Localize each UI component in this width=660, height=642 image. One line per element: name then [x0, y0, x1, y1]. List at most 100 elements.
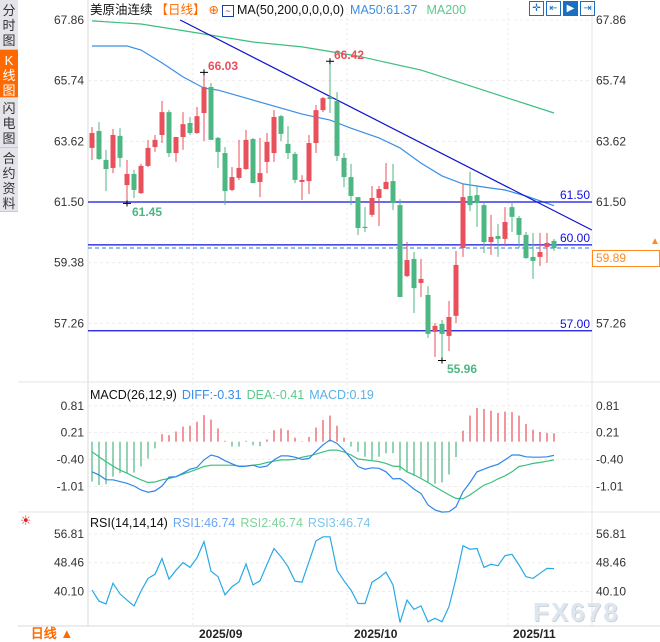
candle-body [222, 153, 228, 192]
low-annotation: 61.45 [132, 205, 163, 219]
candle-body [313, 110, 319, 144]
candle-body [439, 323, 445, 334]
tab-kline[interactable]: K 线 图 [0, 50, 18, 98]
price-tick-right: 61.50 [596, 195, 626, 209]
candle-body [145, 147, 151, 166]
level-label: 57.00 [559, 317, 590, 331]
tab-label: 图 [2, 33, 16, 48]
level-label: 61.50 [559, 188, 590, 202]
candle-body [502, 222, 508, 239]
candle-body [152, 139, 158, 148]
candle-body [103, 159, 109, 170]
candle-body [110, 135, 116, 168]
candle-body [166, 112, 172, 154]
extreme-marker-icon [123, 200, 131, 207]
add-indicator-icon[interactable]: ⊕ [208, 3, 220, 17]
candle-body [544, 242, 550, 247]
candle-body [467, 195, 473, 206]
diff-value: DIFF:-0.31 [181, 388, 242, 402]
candle-body [257, 173, 263, 182]
candle-body [390, 181, 396, 204]
settings-sun-icon[interactable]: ☀ [20, 513, 32, 528]
price-tick-left: 61.50 [54, 195, 84, 209]
tab-label: 约 [2, 166, 16, 181]
zoom-fit-icon[interactable]: ⇤ [546, 1, 561, 16]
macd-tick-right: 0.21 [596, 425, 620, 439]
price-tick-left: 65.74 [54, 74, 84, 88]
date-tick: 2025/10 [354, 627, 398, 641]
tab-flash[interactable]: 闪 电 图 [0, 98, 18, 148]
rsi-title: RSI(14,14,14) [90, 516, 168, 530]
macd-value: MACD:0.19 [309, 388, 374, 402]
candle-body [551, 240, 557, 249]
trendline [179, 19, 593, 231]
macd-tick-left: 0.21 [61, 425, 85, 439]
tab-label: 资 [2, 181, 16, 196]
price-tick-left: 67.86 [54, 13, 84, 27]
tab-contract-info[interactable]: 合 约 资 料 [0, 148, 18, 212]
candle-body [173, 137, 179, 154]
extreme-marker-icon [326, 58, 334, 65]
candle-body [285, 143, 291, 154]
candle-body [271, 116, 277, 154]
rsi-legend: RSI(14,14,14) RSI1:46.74 RSI2:46.74 RSI3… [90, 516, 370, 531]
triangle-up-icon: ▲ [60, 626, 74, 641]
candle-body [250, 139, 256, 184]
extreme-marker-icon [438, 357, 446, 364]
period-switch-label: 日线 [30, 626, 57, 641]
candle-body [320, 98, 326, 111]
candle-body [229, 177, 235, 190]
candle-body [138, 165, 144, 194]
chart-step-icon[interactable]: ▶ [563, 1, 578, 16]
tab-label: 分 [2, 3, 16, 18]
macd-tick-right: -1.01 [596, 479, 624, 493]
tab-label: 时 [2, 18, 16, 33]
price-tick-left: 59.38 [54, 256, 84, 270]
macd-tick-right: 0.81 [596, 399, 620, 413]
period-label[interactable]: 【日线】 [155, 3, 206, 17]
candle-body [278, 116, 284, 134]
candle-body [530, 256, 536, 261]
candle-body [432, 325, 438, 332]
price-tick-left: 63.62 [54, 134, 84, 148]
ma-params[interactable]: MA(50,200,0,0,0,0) [237, 3, 345, 17]
price-tick-left: 57.26 [54, 316, 84, 330]
candle-body [369, 197, 375, 215]
dea-line [91, 449, 555, 500]
rsi-tick-left: 56.81 [54, 527, 84, 541]
move-right-icon[interactable]: ⇥ [580, 1, 595, 16]
candle-body [334, 100, 340, 156]
tab-label: 线 [2, 68, 16, 83]
tab-timeshare[interactable]: 分 时 图 [0, 0, 18, 50]
period-switch-button[interactable]: 日线 ▲ [18, 626, 86, 642]
expand-arrow-icon[interactable]: ▲ [650, 236, 660, 247]
candle-body [460, 197, 466, 249]
candle-body [495, 236, 501, 239]
ma50-value: MA50:61.37 [350, 3, 418, 17]
symbol-title: 美原油连续 [90, 3, 153, 17]
macd-title: MACD(26,12,9) [90, 388, 177, 402]
tab-label: 料 [2, 196, 16, 211]
candle-body [96, 131, 102, 160]
rsi-tick-right: 48.46 [596, 556, 626, 570]
candle-body [446, 316, 452, 336]
candle-body [180, 124, 186, 138]
candle-body [201, 86, 207, 113]
rsi-tick-left: 48.46 [54, 556, 84, 570]
candle-body [488, 236, 494, 243]
header-bar: 美原油连续 【日线】 ⊕ ~ MA(50,200,0,0,0,0) MA50:6… [90, 3, 466, 18]
candle-body [425, 294, 431, 334]
candle-body [306, 143, 312, 182]
ma-chart-icon[interactable]: ~ [222, 4, 235, 17]
low-annotation: 55.96 [447, 362, 478, 376]
candle-body [327, 96, 333, 99]
candle-body [159, 112, 165, 136]
candle-body [516, 217, 522, 235]
candle-body [355, 197, 361, 229]
crosshair-icon[interactable]: ✛ [529, 1, 544, 16]
candle-body [208, 86, 214, 140]
ma50-line [92, 45, 555, 207]
date-tick: 2025/11 [513, 627, 556, 641]
diff-line [91, 439, 555, 513]
